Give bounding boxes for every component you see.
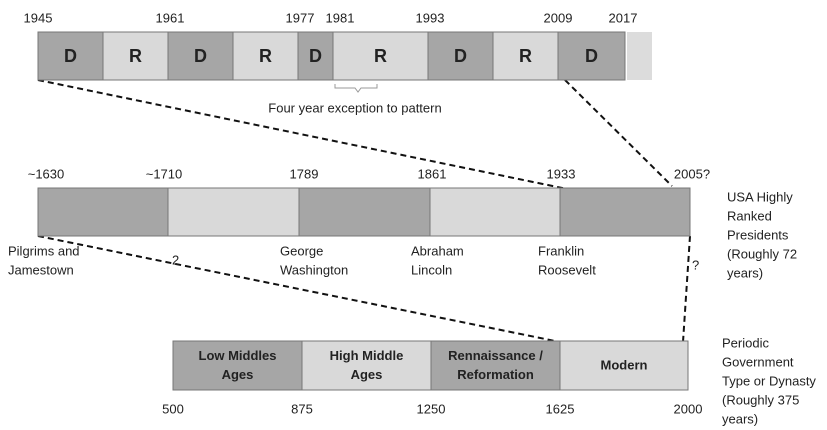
annotation: Four year exception to pattern [268,100,441,115]
segment-label: R [259,46,272,66]
caption: (Roughly 72 [727,246,797,261]
caption: Government [722,354,794,369]
year-label: 1977 [286,10,315,25]
segment-label: Ages [222,367,254,382]
brace [334,84,378,93]
segment-label: R [519,46,532,66]
segment [430,340,561,391]
segment [429,187,561,237]
zoom-line [37,235,561,343]
segment [332,31,429,81]
caption: (Roughly 375 [722,392,799,407]
segment [172,340,303,391]
segment-label: D [585,46,598,66]
segment-label: R [374,46,387,66]
year-label: 1625 [546,401,575,416]
figure-label: George [280,243,323,258]
year-label: 1945 [24,10,53,25]
figure-label: Pilgrims and [8,243,80,258]
caption: years) [727,265,763,280]
year-label: 2005? [674,166,710,181]
zoom-line [564,79,673,187]
segment [557,31,626,81]
segment [167,187,300,237]
segment-label: R [129,46,142,66]
caption: USA Highly [727,189,793,204]
segment [37,31,104,81]
zoom-line [682,235,691,343]
year-label: ~1630 [28,166,65,181]
year-label: 2017 [609,10,638,25]
year-label: 1993 [416,10,445,25]
year-label: 2000 [674,401,703,416]
zoom-line [37,79,573,191]
figure-label: Lincoln [411,262,452,277]
segment [102,31,169,81]
figure-label: Roosevelt [538,262,596,277]
segment-label: High Middle [330,348,404,363]
segment-label: D [194,46,207,66]
segment [301,340,432,391]
segment [37,187,169,237]
future-segment [627,32,652,80]
caption: Type or Dynasty [722,373,816,388]
segment-label: Rennaissance / [448,348,543,363]
segment [559,340,689,391]
mark: 2 [172,252,179,267]
segment [559,187,691,237]
year-label: 1961 [156,10,185,25]
year-label: 1933 [547,166,576,181]
segment [298,187,431,237]
year-label: ~1710 [146,166,183,181]
segment-label: D [309,46,322,66]
caption: years) [722,411,758,426]
year-label: 875 [291,401,313,416]
segment [232,31,299,81]
year-label: 500 [162,401,184,416]
year-label: 1861 [418,166,447,181]
mark: ? [692,257,699,272]
figure-label: Abraham [411,243,464,258]
segment-label: Reformation [457,367,534,382]
year-label: 1981 [326,10,355,25]
year-label: 2009 [544,10,573,25]
segment-label: Low Middles [199,348,277,363]
caption: Ranked [727,208,772,223]
segment [492,31,559,81]
figure-label: Franklin [538,243,584,258]
segment [297,31,334,81]
year-label: 1789 [290,166,319,181]
caption: Presidents [727,227,789,242]
segment-label: Ages [351,367,383,382]
segment-label: Modern [601,357,648,372]
segment-label: D [454,46,467,66]
year-label: 1250 [417,401,446,416]
figure-label: Washington [280,262,348,277]
figure-label: Jamestown [8,262,74,277]
caption: Periodic [722,335,769,350]
segment-label: D [64,46,77,66]
segment [427,31,494,81]
